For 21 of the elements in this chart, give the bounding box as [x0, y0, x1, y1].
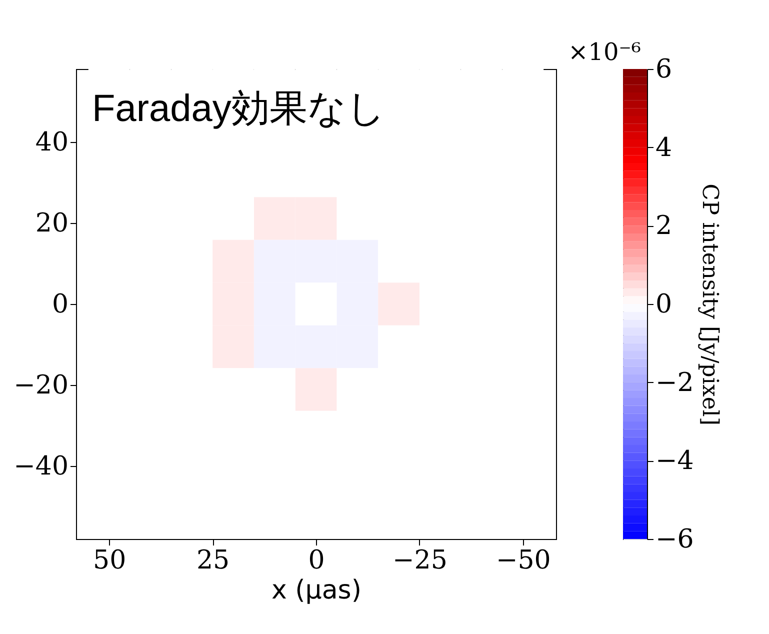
color-bar-label: 0 [656, 290, 672, 320]
x-tick-label: 50 [93, 546, 126, 576]
y-tick-label: −40 [14, 452, 68, 482]
annotation: Faraday効果なし [92, 88, 386, 130]
color-bar-label: −2 [656, 368, 694, 398]
color-bar-label: −4 [656, 446, 694, 476]
x-tick-label: −50 [496, 546, 551, 576]
x-axis-title: x (μas) [272, 576, 362, 606]
x-tick-label: 25 [196, 546, 230, 576]
color-bar-label: 6 [656, 54, 672, 84]
text: ×10⁻⁶ [568, 38, 641, 66]
color-bar-label: 2 [656, 211, 672, 242]
color-bar-label: 4 [656, 132, 672, 163]
y-tick-label: 40 [35, 127, 68, 158]
color-bar-label: −6 [656, 524, 694, 554]
y-tick-label: 20 [35, 208, 68, 238]
color-bar-title: CP intensity [Jy/pixel] [696, 184, 722, 426]
y-tick-label: 0 [52, 290, 68, 320]
y-tick-label: −20 [14, 370, 68, 401]
x-tick-label: 0 [308, 546, 325, 576]
x-tick-label: −25 [392, 546, 448, 576]
